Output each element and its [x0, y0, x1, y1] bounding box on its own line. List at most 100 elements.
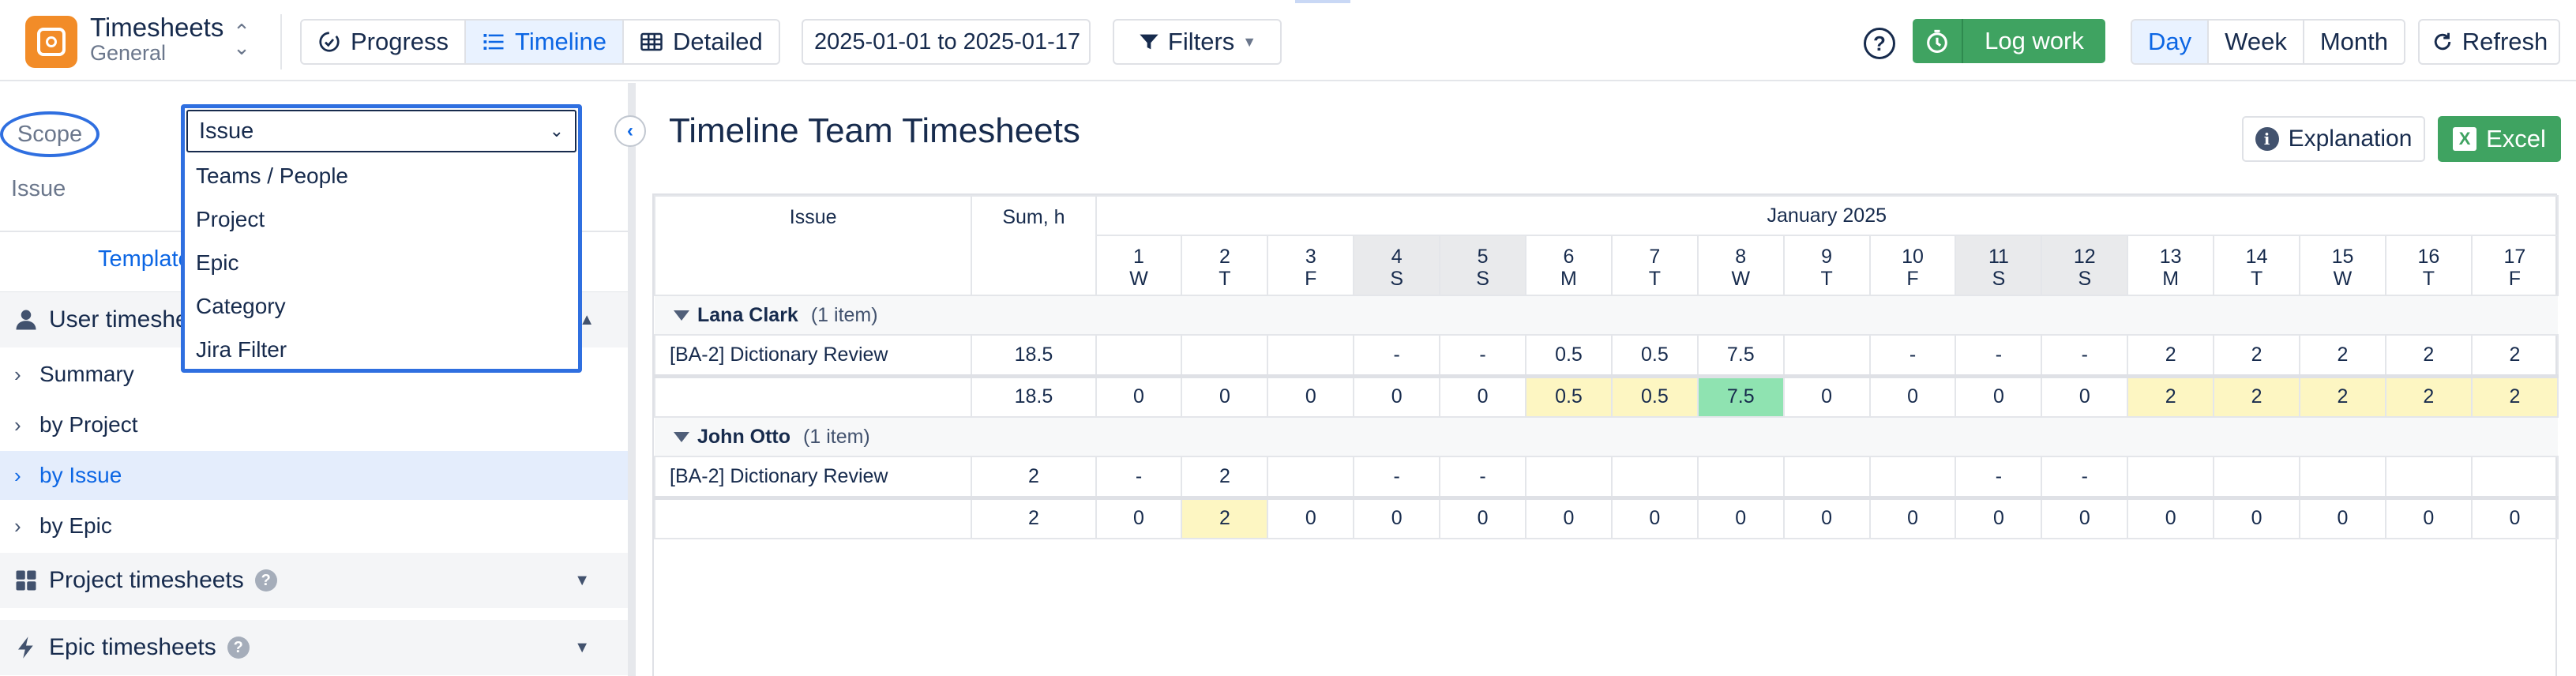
day-number: 1	[1133, 246, 1144, 268]
scope-select[interactable]: Issue ⌄ Teams / People Project Epic Cate…	[181, 104, 582, 373]
group-row[interactable]: Lana Clark (1 item)	[655, 295, 2558, 336]
scope-option-project[interactable]: Project	[196, 206, 265, 231]
hours-cell[interactable]	[1868, 456, 1957, 498]
refresh-button[interactable]: Refresh	[2418, 19, 2560, 65]
sidebar-item-by-project[interactable]: › by Project	[0, 400, 628, 449]
hours-cell[interactable]: -	[1955, 334, 2043, 377]
hours-cell[interactable]	[2213, 456, 2301, 498]
app-title[interactable]: Timesheets	[90, 13, 224, 42]
hours-cell[interactable]	[1782, 334, 1871, 377]
hours-cell[interactable]	[1267, 456, 1355, 498]
hours-cell[interactable]: 2	[2213, 334, 2301, 377]
hours-cell[interactable]	[1181, 334, 1269, 377]
help-circle-icon[interactable]: ?	[227, 637, 250, 659]
app-logo-icon[interactable]	[25, 16, 77, 68]
excel-export-button[interactable]: X Excel	[2438, 116, 2561, 162]
total-cell: 0	[1439, 375, 1527, 418]
day-header: 10 F	[1868, 235, 1957, 296]
tab-templates[interactable]: Template	[98, 246, 191, 272]
range-week-button[interactable]: Week	[2209, 21, 2304, 63]
day-weekday: T	[2422, 268, 2435, 290]
group-header[interactable]: John Otto (1 item)	[655, 416, 2558, 457]
day-number: 7	[1649, 246, 1661, 268]
sidebar-item-by-epic[interactable]: › by Epic	[0, 501, 628, 550]
hours-cell[interactable]	[1782, 456, 1871, 498]
hours-cell[interactable]: 0.5	[1525, 334, 1613, 377]
scope-option-teams[interactable]: Teams / People	[196, 163, 348, 188]
group-count: (1 item)	[810, 303, 878, 326]
hours-cell[interactable]: -	[1095, 456, 1183, 498]
hours-cell[interactable]	[1610, 456, 1699, 498]
hours-cell[interactable]: 2	[2384, 334, 2473, 377]
hours-cell[interactable]	[1095, 334, 1183, 377]
caret-down-icon[interactable]	[674, 310, 689, 321]
issue-link[interactable]: [BA-2] Dictionary Review	[653, 456, 973, 498]
day-weekday: W	[1731, 268, 1751, 290]
section-project-timesheets[interactable]: Project timesheets ? ▼	[0, 553, 628, 608]
help-circle-icon[interactable]: ?	[254, 569, 277, 592]
view-detailed-button[interactable]: Detailed	[624, 21, 779, 63]
hours-cell[interactable]: -	[1955, 456, 2043, 498]
day-number: 9	[1821, 246, 1833, 268]
group-name: John Otto	[697, 425, 791, 448]
hours-cell[interactable]: -	[2041, 456, 2129, 498]
hours-cell[interactable]: -	[1439, 334, 1527, 377]
hours-cell[interactable]	[2127, 456, 2215, 498]
panel-splitter[interactable]	[628, 83, 636, 676]
hours-cell[interactable]: 2	[2470, 334, 2559, 377]
excel-icon: X	[2453, 127, 2477, 151]
hours-cell[interactable]: 2	[2299, 334, 2386, 377]
app-switch-icon[interactable]: ⌃ ⌄	[233, 20, 250, 59]
caret-down-icon[interactable]	[674, 432, 689, 443]
range-day-button[interactable]: Day	[2132, 21, 2210, 63]
sidebar-item-summary[interactable]: › Summary	[0, 350, 628, 399]
hours-cell[interactable]: -	[2041, 334, 2129, 377]
date-range-input[interactable]: 2025-01-01 to 2025-01-17	[802, 19, 1091, 65]
scope-option-epic[interactable]: Epic	[196, 250, 239, 275]
hours-cell[interactable]	[1696, 456, 1785, 498]
scope-option-jira-filter[interactable]: Jira Filter	[196, 336, 287, 362]
range-month-button[interactable]: Month	[2304, 21, 2404, 63]
day-number: 2	[1219, 246, 1230, 268]
collapse-sidebar-icon[interactable]: ‹	[614, 115, 646, 147]
column-header-sum[interactable]: Sum, h	[971, 195, 1097, 296]
hours-cell[interactable]: -	[1439, 456, 1527, 498]
help-icon[interactable]: ?	[1864, 28, 1895, 59]
timesheet-grid: Issue Sum, h January 2025 1 W 2 T 3 F 4 S 5 S 6 M 7 T 8 W 9…	[652, 193, 2559, 676]
view-progress-button[interactable]: Progress	[302, 21, 467, 63]
hours-cell[interactable]: -	[1868, 334, 1957, 377]
group-row[interactable]: John Otto (1 item)	[655, 416, 2558, 457]
hours-cell[interactable]	[1267, 334, 1355, 377]
sidebar-item-by-issue[interactable]: › by Issue	[0, 451, 628, 500]
issue-link[interactable]: [BA-2] Dictionary Review	[653, 334, 973, 377]
total-row: 18.5 0 0 0 0 0 0.5 0.5 7.5 0 0 0 0 2 2 2 2 2	[653, 375, 2559, 418]
day-weekday: M	[1560, 268, 1577, 290]
hours-cell[interactable]	[1525, 456, 1613, 498]
filters-button[interactable]: Filters ▼	[1113, 19, 1282, 65]
section-epic-label: Epic timesheets	[49, 634, 216, 660]
hours-cell[interactable]: 0.5	[1610, 334, 1699, 377]
column-header-issue[interactable]: Issue	[653, 195, 973, 296]
view-timeline-button[interactable]: Timeline	[466, 21, 625, 63]
group-header[interactable]: Lana Clark (1 item)	[655, 295, 2558, 336]
explanation-button[interactable]: i Explanation	[2242, 116, 2425, 162]
scope-option-category[interactable]: Category	[196, 293, 286, 318]
total-cell: 0	[1095, 497, 1183, 539]
hours-cell[interactable]: 2	[2127, 334, 2215, 377]
hours-cell[interactable]	[2470, 456, 2559, 498]
section-epic-timesheets[interactable]: Epic timesheets ? ▼	[0, 620, 628, 675]
hours-cell[interactable]	[2384, 456, 2473, 498]
hours-cell[interactable]: -	[1353, 456, 1441, 498]
hours-cell[interactable]: 2	[1181, 456, 1269, 498]
day-header: 11 S	[1955, 235, 2043, 296]
hours-cell[interactable]	[2299, 456, 2386, 498]
total-cell: 2	[1181, 497, 1269, 539]
hours-cell[interactable]: -	[1353, 334, 1441, 377]
log-work-button[interactable]: Log work	[1913, 19, 2105, 63]
scope-select-value[interactable]: Issue ⌄	[186, 110, 576, 152]
hours-cell[interactable]: 7.5	[1696, 334, 1785, 377]
total-cell: 0	[1868, 375, 1957, 418]
